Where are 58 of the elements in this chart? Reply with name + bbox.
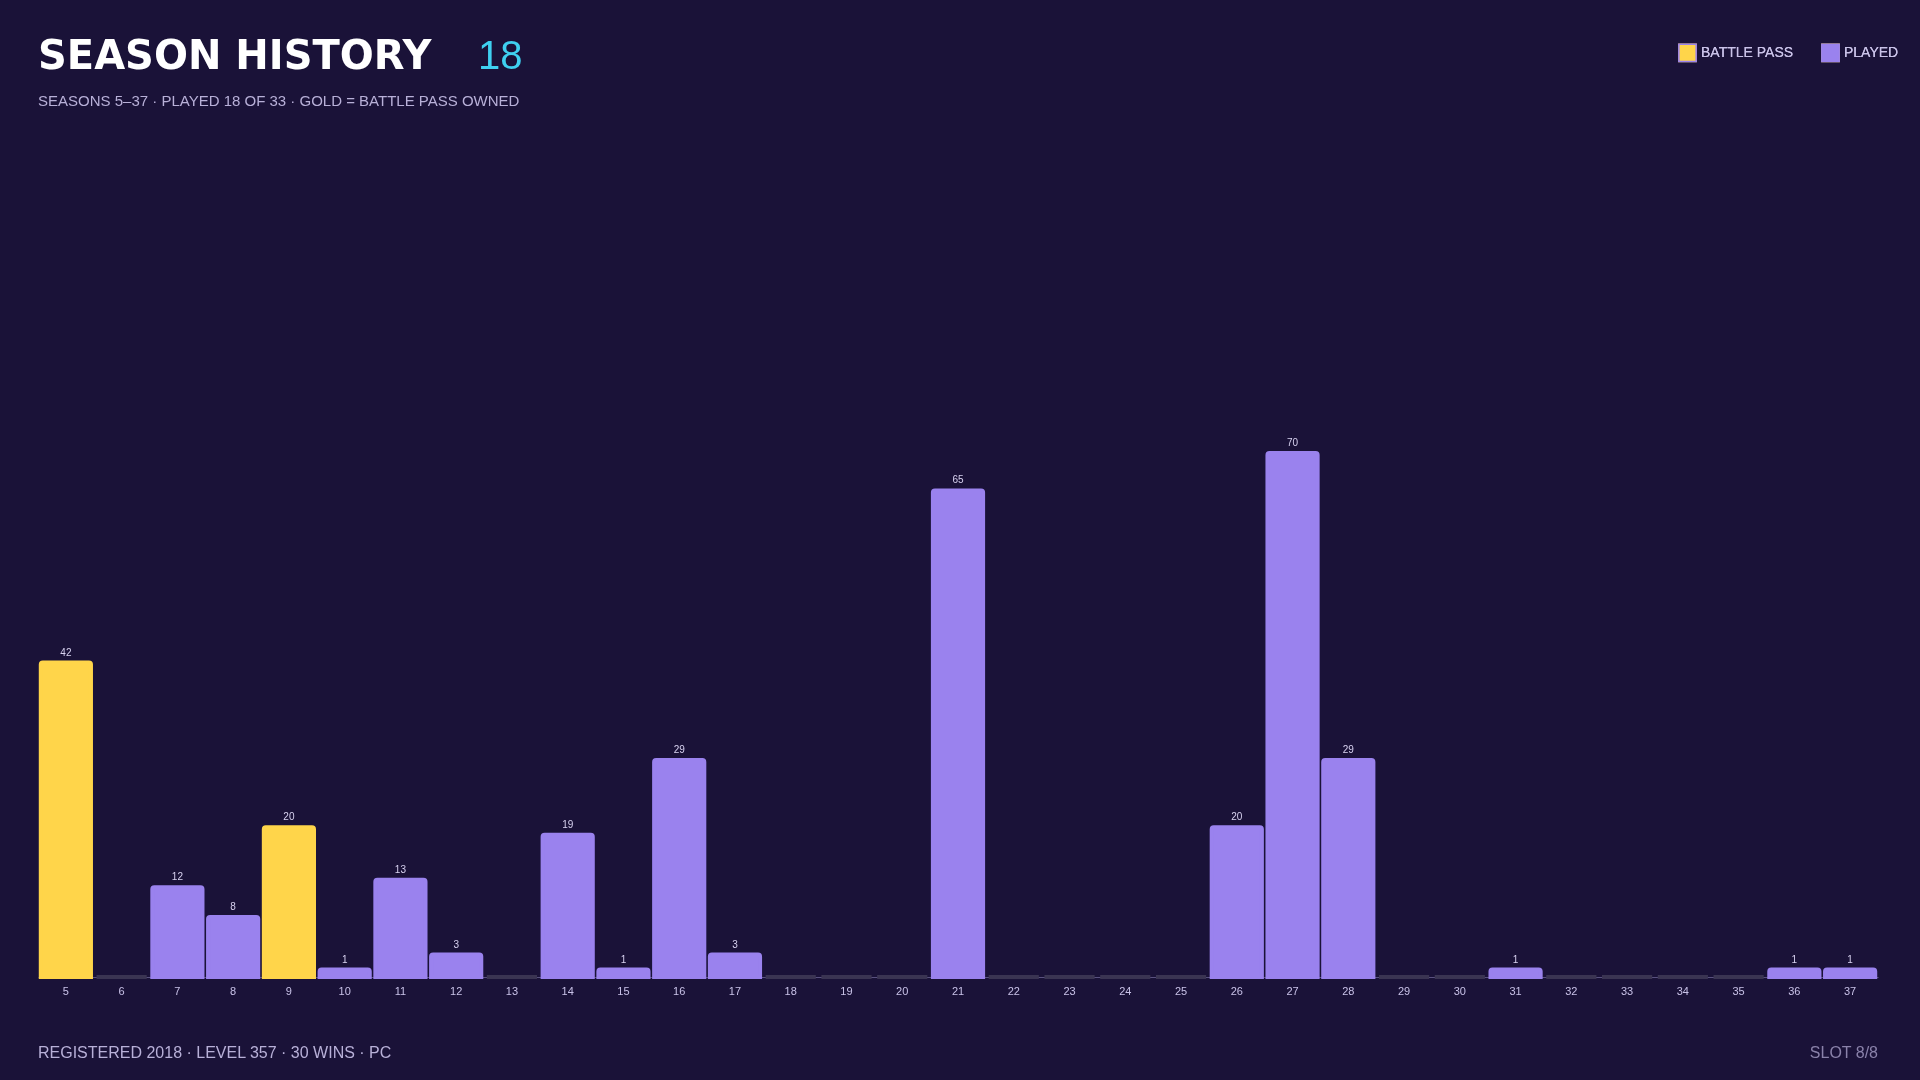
x-tick-label: 30: [1453, 984, 1466, 997]
data-label: 1: [1791, 953, 1798, 965]
data-label: 65: [952, 474, 964, 486]
data-label: 70: [1286, 437, 1299, 448]
x-tick-label: 10: [338, 984, 351, 997]
x-tick-label: 29: [1397, 984, 1411, 997]
x-tick-label: 9: [285, 984, 292, 997]
x-tick-label: 12: [450, 984, 463, 997]
x-tick-label: 26: [1230, 984, 1243, 997]
legend-label: PLAYED: [1844, 43, 1899, 60]
x-tick-label: 32: [1565, 984, 1578, 997]
data-label: 29: [673, 743, 686, 755]
x-tick-label: 27: [1286, 984, 1299, 997]
x-tick-label: 24: [1119, 984, 1132, 997]
x-tick-label: 35: [1732, 984, 1745, 997]
data-label: 20: [1231, 811, 1243, 823]
data-label: 1: [341, 953, 348, 965]
x-tick-label: 36: [1788, 984, 1801, 997]
x-tick-label: 11: [394, 984, 407, 997]
text: REGISTERED 2018 · LEVEL 357 · 30 WINS · PC: [38, 1044, 392, 1061]
data-label: 29: [1342, 743, 1355, 755]
data-label: 1: [1512, 953, 1519, 965]
data-label: 8: [230, 901, 237, 913]
x-tick-label: 8: [230, 984, 237, 997]
x-tick-label: 19: [840, 984, 853, 997]
x-tick-label: 28: [1342, 984, 1355, 997]
x-tick-label: 22: [1007, 984, 1020, 997]
x-tick-label: 13: [505, 984, 519, 997]
chart-subtitle: SEASONS 5–37 · PLAYED 18 OF 33 · GOLD = BATTLE PASS OWNED: [38, 92, 520, 109]
x-tick-label: 17: [728, 984, 742, 997]
x-tick-label: 14: [561, 984, 574, 997]
x-tick-label: 31: [1509, 984, 1522, 997]
legend-label: BATTLE PASS: [1701, 43, 1794, 60]
x-tick-label: 16: [673, 984, 686, 997]
x-tick-label: 5: [62, 984, 69, 997]
x-tick-label: 33: [1620, 984, 1634, 997]
data-label: 1: [1847, 953, 1854, 965]
data-label: 3: [732, 938, 739, 950]
x-tick-label: 7: [174, 984, 181, 997]
data-label: 42: [60, 646, 72, 658]
x-tick-label: 21: [951, 984, 965, 997]
x-tick-label: 20: [896, 984, 909, 997]
x-tick-label: 25: [1174, 984, 1188, 997]
x-tick-label: 34: [1676, 984, 1689, 997]
x-tick-label: 18: [784, 984, 797, 997]
data-label: 19: [562, 818, 574, 830]
text: SLOT 8/8: [1809, 1044, 1879, 1061]
chart-title: SEASON HISTORY: [38, 32, 433, 78]
x-tick-label: 37: [1844, 984, 1857, 997]
x-tick-label: 15: [617, 984, 630, 997]
x-tick-label: 6: [118, 984, 125, 997]
data-label: 3: [453, 938, 460, 950]
data-label: 20: [283, 811, 295, 823]
text: 18: [478, 33, 523, 77]
x-tick-label: 23: [1063, 984, 1076, 997]
data-label: 13: [394, 863, 407, 875]
data-label: 1: [620, 953, 627, 965]
data-label: 12: [171, 871, 184, 883]
